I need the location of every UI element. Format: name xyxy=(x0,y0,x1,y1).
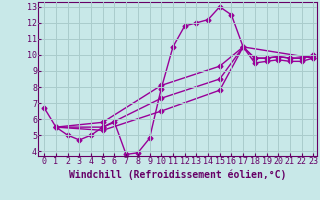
X-axis label: Windchill (Refroidissement éolien,°C): Windchill (Refroidissement éolien,°C) xyxy=(69,169,286,180)
